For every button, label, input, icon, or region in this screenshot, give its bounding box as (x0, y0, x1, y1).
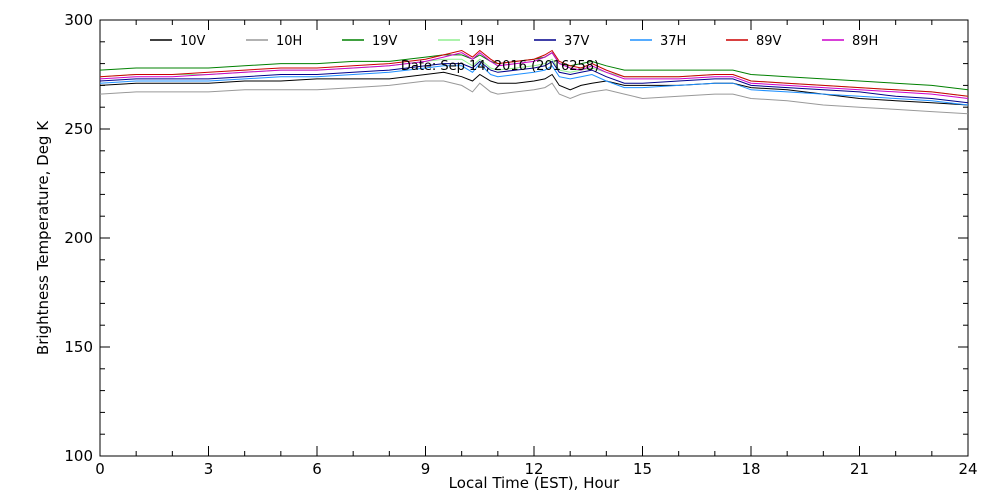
axis-ticks (99, 19, 969, 457)
series-line-10h (99, 80, 969, 115)
x-tick-label: 0 (95, 460, 105, 478)
x-tick-label: 12 (524, 460, 543, 478)
y-tick-label: 150 (64, 338, 93, 356)
plot-frame (99, 19, 969, 457)
legend-label-10v: 10V (180, 34, 206, 49)
y-tick-label: 250 (64, 120, 93, 138)
series-line-89v (99, 49, 969, 97)
x-tick-label: 3 (204, 460, 214, 478)
date-annotation: Date: Sep 14, 2016 (2016258) (401, 59, 599, 74)
x-tick-label: 15 (633, 460, 652, 478)
legend-label-37h: 37H (660, 34, 686, 49)
legend: 10V 10H 19V 19H 37V 37H 89V 89H (150, 34, 878, 49)
series-lines (99, 49, 969, 115)
series-line-37v (99, 60, 969, 104)
series-line-10v (99, 71, 969, 106)
x-tick-label: 24 (958, 460, 977, 478)
legend-label-10h: 10H (276, 34, 302, 49)
y-axis-title: Brightness Temperature, Deg K (34, 120, 52, 355)
series-line-37h (99, 62, 969, 106)
x-tick-label: 21 (850, 460, 869, 478)
x-tick-label: 18 (741, 460, 760, 478)
axis-tick-labels: 0 3 6 9 12 15 18 21 24 100 150 200 250 300 (64, 11, 977, 478)
y-tick-label: 100 (64, 447, 93, 465)
y-tick-label: 200 (64, 229, 93, 247)
legend-label-89h: 89H (852, 34, 878, 49)
y-tick-label: 300 (64, 11, 93, 29)
series-line-89h (99, 52, 969, 99)
legend-label-19h: 19H (468, 34, 494, 49)
legend-label-19v: 19V (372, 34, 398, 49)
x-tick-label: 6 (312, 460, 322, 478)
x-tick-label: 9 (421, 460, 431, 478)
legend-label-89v: 89V (756, 34, 782, 49)
legend-label-37v: 37V (564, 34, 590, 49)
x-axis-title: Local Time (EST), Hour (449, 474, 620, 492)
